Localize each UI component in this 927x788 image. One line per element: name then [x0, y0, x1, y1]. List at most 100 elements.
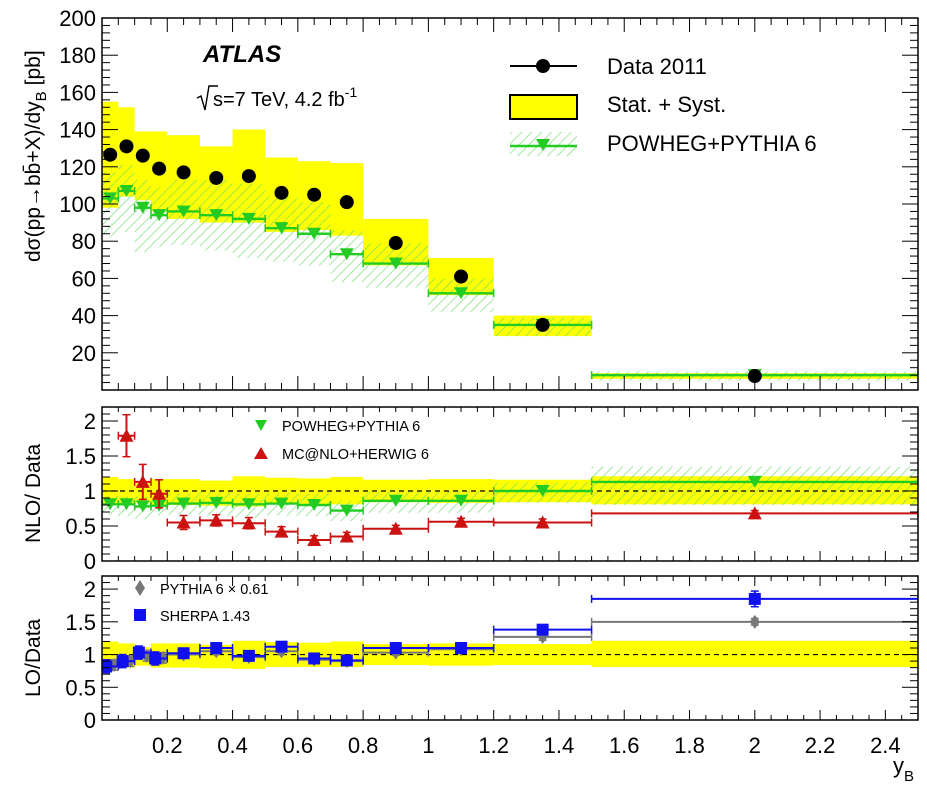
mcnlo-point-9 — [388, 521, 403, 535]
x-tick-label: 1.2 — [478, 733, 509, 758]
energy-superscript: -1 — [345, 84, 358, 100]
x-tick-label: 1.4 — [544, 733, 575, 758]
x-tick-label: 2.2 — [805, 733, 836, 758]
nlo-y-axis-title: NLO/ Data — [22, 443, 45, 543]
powheg-uncertainty-band-1 — [118, 164, 135, 232]
x-tick-label: 2.4 — [870, 733, 901, 758]
lo-marks — [102, 590, 918, 674]
sherpa-point-9 — [340, 654, 353, 667]
data-point-11 — [454, 269, 469, 284]
sherpa-point-1 — [116, 655, 129, 668]
sherpa-point-8 — [308, 652, 321, 665]
y-tick-label: 1 — [84, 479, 96, 504]
x-tick-label: 2 — [749, 733, 761, 758]
data-point-4 — [176, 165, 191, 180]
nlo-powheg-point-1 — [119, 498, 134, 511]
x-axis-title: yB — [893, 753, 914, 785]
powheg-point-6 — [241, 212, 256, 225]
y-tick-label: 60 — [72, 266, 96, 291]
x-tick-label: 1 — [422, 733, 434, 758]
mcnlo-point-0 — [119, 428, 134, 442]
powheg-small-marker-icon — [255, 420, 267, 431]
sherpa-point-7 — [275, 640, 288, 653]
x-tick-label: 0.2 — [152, 733, 183, 758]
y-tick-label: 1.5 — [65, 444, 96, 469]
sqrt-icon — [196, 85, 218, 111]
mcnlo-point-11 — [535, 515, 550, 529]
powheg-marker-icon — [536, 139, 550, 151]
x-tick-label: 1.8 — [674, 733, 705, 758]
x-tick-label: 1.6 — [609, 733, 640, 758]
energy-annotation: s=7 TeV, 4.2 fb-1 — [196, 84, 358, 111]
mcnlo-point-8 — [339, 529, 354, 543]
powheg-point-11 — [454, 287, 469, 300]
legend-pythia-label: PYTHIA 6 × 0.61 — [160, 582, 268, 598]
pythia-marker-icon — [135, 580, 145, 596]
sherpa-point-10 — [389, 642, 402, 654]
experiment-label: ATLAS — [202, 41, 281, 68]
y-tick-label: 160 — [59, 80, 96, 105]
y-tick-label: 0 — [84, 549, 96, 574]
powheg-point-5 — [209, 209, 224, 222]
y-tick-label: 2 — [84, 577, 96, 602]
y-tick-label: 180 — [59, 43, 96, 68]
lo-ratio-panel: 0 0.5 1 1.5 2 0.2 0.4 0.6 0.8 1 1.2 1.4 1.6 1.8 2 2.2 2.… — [22, 575, 919, 785]
data-marker-icon — [536, 59, 550, 73]
nlo-powheg-point-5 — [209, 496, 224, 509]
nlo-powheg-point-7 — [274, 497, 289, 510]
sherpa-marker-icon — [134, 609, 146, 621]
lo-axes: 0 0.5 1 1.5 2 0.2 0.4 0.6 0.8 1 1.2 1.4 1.6 1.8 2 2.2 2.… — [65, 575, 919, 758]
legend-mcnlo-label: MC@NLO+HERWIG 6 — [282, 447, 429, 463]
y-tick-label: 2 — [84, 409, 96, 434]
x-tick-label: 0.4 — [217, 733, 248, 758]
nlo-marks — [102, 413, 918, 546]
band-swatch-icon — [509, 94, 578, 120]
nlo-powheg-point-9 — [339, 504, 354, 517]
mcnlo-marker-icon — [254, 447, 268, 459]
mcnlo-point-10 — [454, 514, 469, 528]
data-point-7 — [274, 185, 289, 200]
sherpa-point-0 — [102, 660, 113, 673]
energy-text: s=7 TeV, 4.2 fb — [213, 89, 345, 111]
main-marks — [102, 139, 918, 384]
sherpa-point-11 — [455, 642, 468, 654]
main-axes: 20 40 60 80 100 120 140 160 180 200 — [59, 6, 919, 391]
x-tick-label: 0.6 — [283, 733, 314, 758]
mcnlo-point-7 — [307, 533, 322, 546]
data-point-5 — [209, 170, 224, 185]
data-point-10 — [388, 236, 403, 251]
powheg-point-4 — [176, 205, 191, 218]
nlo-powheg-point-12 — [535, 485, 550, 497]
data-point-12 — [535, 317, 550, 332]
sherpa-point-2 — [132, 646, 145, 659]
data-point-8 — [307, 187, 322, 202]
y-tick-label: 120 — [59, 155, 96, 180]
legend-data-label: Data 2011 — [607, 54, 707, 79]
nlo-powheg-point-4 — [176, 497, 191, 510]
y-tick-label: 0.5 — [65, 675, 96, 700]
y-tick-label: 80 — [72, 229, 96, 254]
powheg-point-7 — [274, 222, 289, 235]
mcnlo-point-5 — [241, 516, 256, 530]
nlo-axes: 0 0.5 1 1.5 2 — [65, 406, 919, 574]
y-tick-label: 40 — [72, 304, 96, 329]
sherpa-point-4 — [177, 647, 190, 660]
mcnlo-point-3 — [176, 515, 191, 529]
sherpa-point-6 — [242, 649, 255, 662]
y-tick-label: 140 — [59, 118, 96, 143]
pythia-point-13 — [749, 614, 760, 629]
nlo-powheg-point-10 — [388, 494, 403, 507]
mcnlo-point-1 — [135, 474, 150, 488]
main-y-axis-title: dσ(pp→bb̄+X)/dyB[pb] — [22, 50, 50, 262]
mcnlo-point-4 — [209, 513, 224, 527]
y-tick-label: 1 — [84, 643, 96, 668]
nlo-powheg-point-6 — [241, 498, 256, 511]
legend-sherpa-label: SHERPA 1.43 — [160, 609, 250, 625]
y-tick-label: 1.5 — [65, 610, 96, 635]
powheg-point-8 — [307, 227, 322, 240]
data-point-6 — [241, 169, 256, 184]
powheg-uncertainty-band-2 — [134, 179, 151, 253]
lo-y-axis-title: LO/Data — [22, 618, 45, 697]
sherpa-point-13 — [748, 592, 761, 605]
nlo-powheg-point-11 — [454, 494, 469, 507]
